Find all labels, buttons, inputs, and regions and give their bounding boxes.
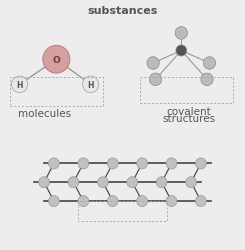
Circle shape — [78, 158, 89, 169]
Circle shape — [39, 177, 49, 188]
Circle shape — [147, 58, 159, 70]
Circle shape — [127, 177, 138, 188]
Text: covalent: covalent — [166, 106, 211, 116]
Circle shape — [49, 196, 59, 207]
Circle shape — [166, 158, 177, 169]
Circle shape — [201, 74, 213, 86]
Circle shape — [156, 177, 167, 188]
Circle shape — [78, 196, 89, 207]
Circle shape — [166, 196, 177, 207]
Circle shape — [196, 158, 206, 169]
Circle shape — [49, 158, 59, 169]
Circle shape — [137, 196, 147, 207]
Circle shape — [68, 177, 79, 188]
Circle shape — [203, 58, 216, 70]
Circle shape — [83, 77, 99, 93]
Circle shape — [98, 177, 108, 188]
Circle shape — [176, 46, 187, 57]
Circle shape — [107, 158, 118, 169]
Circle shape — [12, 77, 28, 93]
Text: H: H — [16, 80, 23, 90]
Text: O: O — [52, 56, 60, 64]
Text: molecules: molecules — [18, 109, 71, 119]
Circle shape — [196, 196, 206, 207]
Circle shape — [107, 196, 118, 207]
Text: substances: substances — [87, 6, 158, 16]
Circle shape — [43, 46, 70, 74]
Circle shape — [175, 28, 187, 40]
Text: structures: structures — [162, 114, 215, 124]
Text: H: H — [87, 80, 94, 90]
Circle shape — [186, 177, 196, 188]
Circle shape — [149, 74, 162, 86]
Circle shape — [137, 158, 147, 169]
